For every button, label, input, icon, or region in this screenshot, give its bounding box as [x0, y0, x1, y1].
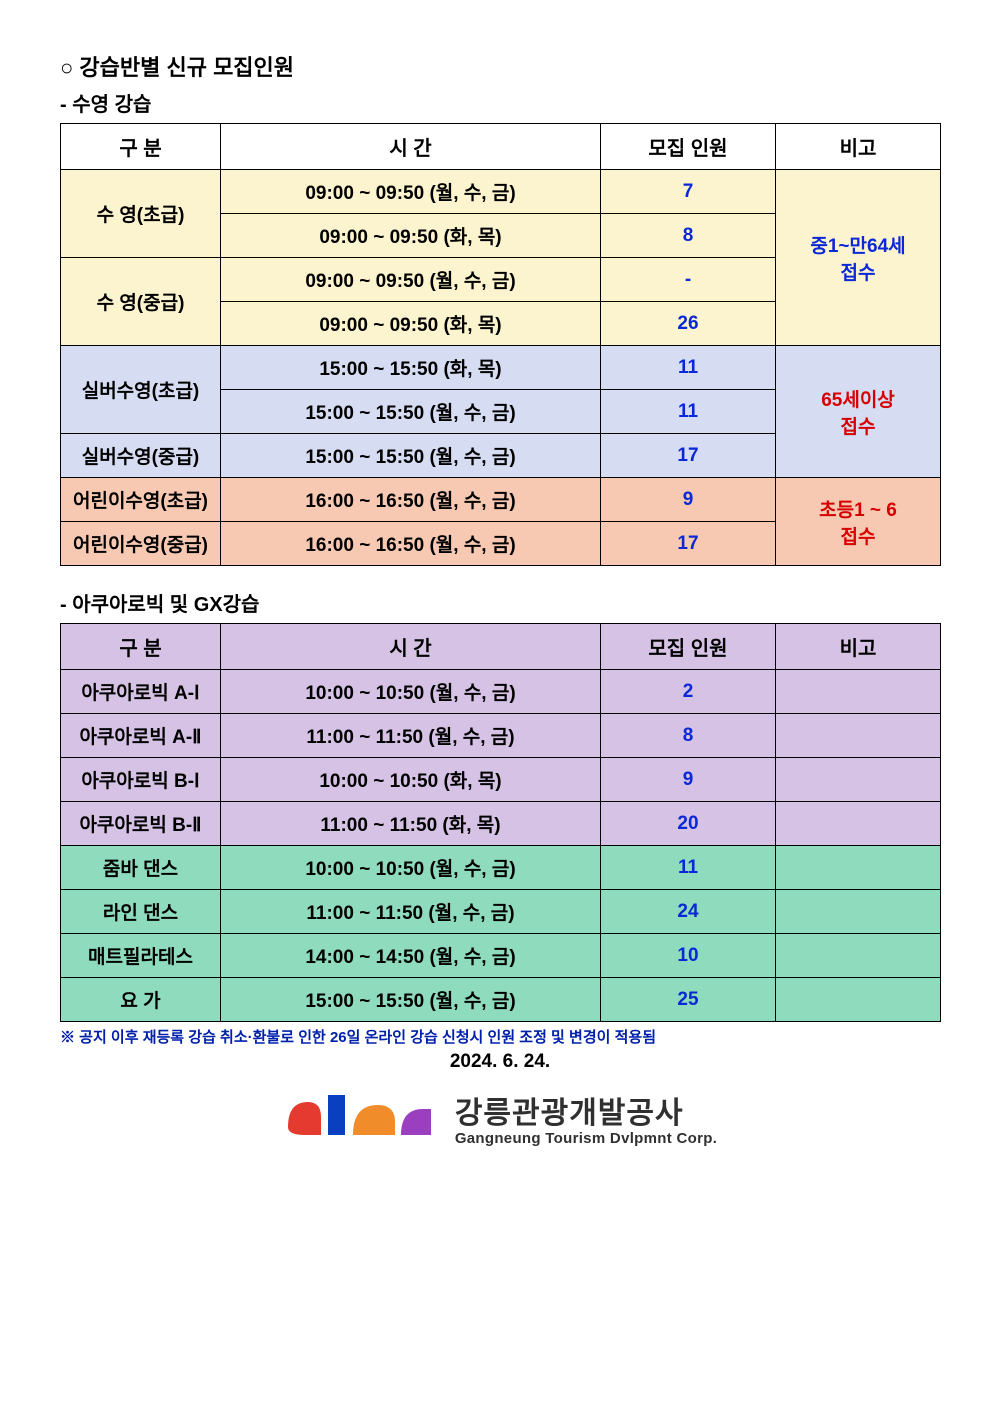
cell-remark	[776, 978, 941, 1022]
cell-time: 14:00 ~ 14:50 (월, 수, 금)	[221, 934, 601, 978]
cell-category: 라인 댄스	[61, 890, 221, 934]
footer-date: 2024. 6. 24.	[60, 1051, 940, 1073]
cell-category: 어린이수영(초급)	[61, 478, 221, 522]
th-time: 시 간	[221, 624, 601, 670]
cell-category: 실버수영(중급)	[61, 434, 221, 478]
th-time: 시 간	[221, 124, 601, 170]
cell-time: 10:00 ~ 10:50 (월, 수, 금)	[221, 846, 601, 890]
cell-remark	[776, 890, 941, 934]
table-row: 아쿠아로빅 B-Ⅱ11:00 ~ 11:50 (화, 목)20	[61, 802, 941, 846]
cell-time: 09:00 ~ 09:50 (화, 목)	[221, 214, 601, 258]
swim-table: 구 분 시 간 모집 인원 비고 수 영(초급)09:00 ~ 09:50 (월…	[60, 123, 941, 566]
cell-count: 20	[601, 802, 776, 846]
cell-time: 10:00 ~ 10:50 (화, 목)	[221, 758, 601, 802]
table-row: 아쿠아로빅 A-Ⅰ10:00 ~ 10:50 (월, 수, 금)2	[61, 670, 941, 714]
cell-count: 9	[601, 478, 776, 522]
cell-time: 09:00 ~ 09:50 (월, 수, 금)	[221, 170, 601, 214]
subhead-gx: - 아쿠아로빅 및 GX강습	[60, 588, 932, 617]
cell-category: 어린이수영(중급)	[61, 522, 221, 566]
cell-count: 7	[601, 170, 776, 214]
cell-count: 9	[601, 758, 776, 802]
cell-time: 11:00 ~ 11:50 (월, 수, 금)	[221, 890, 601, 934]
cell-remark	[776, 846, 941, 890]
th-category: 구 분	[61, 124, 221, 170]
org-logo-icon	[283, 1087, 433, 1148]
cell-count: 2	[601, 670, 776, 714]
cell-remark	[776, 714, 941, 758]
cell-count: 17	[601, 522, 776, 566]
cell-count: 17	[601, 434, 776, 478]
cell-category: 수 영(중급)	[61, 258, 221, 346]
cell-time: 09:00 ~ 09:50 (화, 목)	[221, 302, 601, 346]
cell-count: 11	[601, 390, 776, 434]
table-row: 라인 댄스11:00 ~ 11:50 (월, 수, 금)24	[61, 890, 941, 934]
table-row: 아쿠아로빅 B-Ⅰ10:00 ~ 10:50 (화, 목)9	[61, 758, 941, 802]
cell-time: 11:00 ~ 11:50 (화, 목)	[221, 802, 601, 846]
th-category: 구 분	[61, 624, 221, 670]
cell-time: 16:00 ~ 16:50 (월, 수, 금)	[221, 522, 601, 566]
cell-time: 15:00 ~ 15:50 (월, 수, 금)	[221, 978, 601, 1022]
org-name: 강릉관광개발공사 Gangneung Tourism Dvlpmnt Corp.	[455, 1088, 717, 1147]
cell-category: 아쿠아로빅 A-Ⅰ	[61, 670, 221, 714]
cell-count: 8	[601, 214, 776, 258]
cell-remark	[776, 758, 941, 802]
cell-category: 수 영(초급)	[61, 170, 221, 258]
table-row: 요 가15:00 ~ 15:50 (월, 수, 금)25	[61, 978, 941, 1022]
cell-count: 24	[601, 890, 776, 934]
th-remark: 비고	[776, 124, 941, 170]
th-remark: 비고	[776, 624, 941, 670]
cell-remark	[776, 670, 941, 714]
cell-category: 실버수영(초급)	[61, 346, 221, 434]
table-header-row: 구 분 시 간 모집 인원 비고	[61, 624, 941, 670]
cell-count: 11	[601, 846, 776, 890]
cell-remark: 중1~만64세접수	[776, 170, 941, 346]
table-row: 아쿠아로빅 A-Ⅱ11:00 ~ 11:50 (월, 수, 금)8	[61, 714, 941, 758]
cell-remark	[776, 802, 941, 846]
gx-table: 구 분 시 간 모집 인원 비고 아쿠아로빅 A-Ⅰ10:00 ~ 10:50 …	[60, 623, 941, 1022]
table-row: 실버수영(초급)15:00 ~ 15:50 (화, 목)1165세이상접수	[61, 346, 941, 390]
cell-remark: 65세이상접수	[776, 346, 941, 478]
cell-count: 26	[601, 302, 776, 346]
cell-category: 아쿠아로빅 A-Ⅱ	[61, 714, 221, 758]
cell-count: 25	[601, 978, 776, 1022]
cell-count: 8	[601, 714, 776, 758]
section-title: ○ 강습반별 신규 모집인원	[60, 50, 932, 82]
cell-category: 매트필라테스	[61, 934, 221, 978]
org-name-en: Gangneung Tourism Dvlpmnt Corp.	[455, 1130, 717, 1147]
th-count: 모집 인원	[601, 624, 776, 670]
cell-time: 09:00 ~ 09:50 (월, 수, 금)	[221, 258, 601, 302]
cell-time: 15:00 ~ 15:50 (월, 수, 금)	[221, 434, 601, 478]
cell-time: 16:00 ~ 16:50 (월, 수, 금)	[221, 478, 601, 522]
cell-time: 15:00 ~ 15:50 (월, 수, 금)	[221, 390, 601, 434]
cell-category: 요 가	[61, 978, 221, 1022]
cell-time: 15:00 ~ 15:50 (화, 목)	[221, 346, 601, 390]
footnote: ※ 공지 이후 재등록 강습 취소·환불로 인한 26일 온라인 강습 신청시 …	[60, 1026, 940, 1047]
cell-category: 아쿠아로빅 B-Ⅰ	[61, 758, 221, 802]
cell-time: 10:00 ~ 10:50 (월, 수, 금)	[221, 670, 601, 714]
subhead-swim: - 수영 강습	[60, 88, 932, 117]
cell-remark: 초등1 ~ 6접수	[776, 478, 941, 566]
table-row: 매트필라테스14:00 ~ 14:50 (월, 수, 금)10	[61, 934, 941, 978]
cell-remark	[776, 934, 941, 978]
table-row: 어린이수영(초급)16:00 ~ 16:50 (월, 수, 금)9초등1 ~ 6…	[61, 478, 941, 522]
cell-category: 줌바 댄스	[61, 846, 221, 890]
cell-count: -	[601, 258, 776, 302]
org-name-ko: 강릉관광개발공사	[455, 1088, 717, 1132]
cell-count: 11	[601, 346, 776, 390]
cell-time: 11:00 ~ 11:50 (월, 수, 금)	[221, 714, 601, 758]
cell-category: 아쿠아로빅 B-Ⅱ	[61, 802, 221, 846]
table-row: 수 영(초급)09:00 ~ 09:50 (월, 수, 금)7중1~만64세접수	[61, 170, 941, 214]
table-row: 줌바 댄스10:00 ~ 10:50 (월, 수, 금)11	[61, 846, 941, 890]
org-logo-row: 강릉관광개발공사 Gangneung Tourism Dvlpmnt Corp.	[60, 1087, 940, 1148]
cell-count: 10	[601, 934, 776, 978]
th-count: 모집 인원	[601, 124, 776, 170]
table-header-row: 구 분 시 간 모집 인원 비고	[61, 124, 941, 170]
